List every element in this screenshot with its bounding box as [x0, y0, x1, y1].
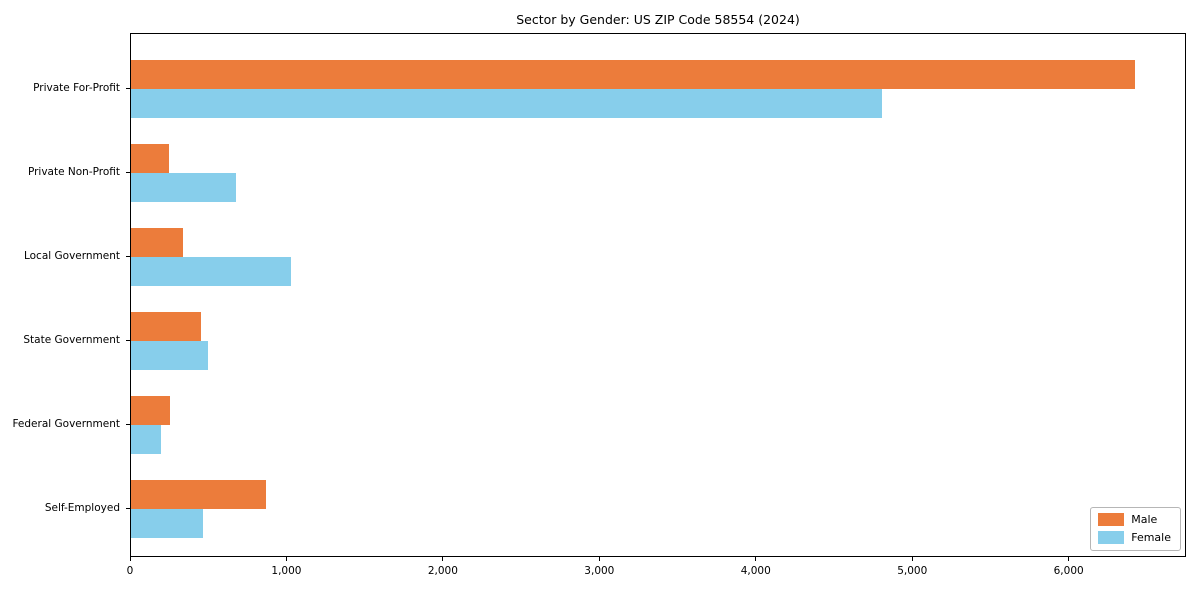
- legend: Male Female: [1090, 507, 1181, 551]
- x-tick-mark: [1068, 557, 1070, 561]
- x-tick-label: 4,000: [740, 565, 771, 577]
- bar-female: [131, 509, 203, 538]
- bar-female: [131, 425, 161, 454]
- y-tick-label: State Government: [23, 334, 120, 346]
- bar-male: [131, 228, 183, 257]
- legend-item-male: Male: [1098, 513, 1171, 526]
- x-tick-mark: [129, 557, 131, 561]
- x-tick-label: 0: [126, 565, 134, 577]
- x-tick-label: 1,000: [271, 565, 302, 577]
- legend-swatch-female: [1098, 531, 1125, 544]
- x-tick-label: 3,000: [584, 565, 615, 577]
- x-tick-mark: [442, 557, 444, 561]
- x-tick-label: 2,000: [427, 565, 458, 577]
- y-tick-mark: [126, 172, 130, 173]
- x-tick-label: 6,000: [1053, 565, 1084, 577]
- legend-label: Female: [1131, 531, 1171, 544]
- bar-female: [131, 173, 236, 202]
- bar-male: [131, 480, 266, 509]
- y-tick-label: Local Government: [23, 250, 120, 262]
- bar-female: [131, 257, 291, 286]
- y-tick-mark: [126, 340, 130, 341]
- y-tick-label: Private For-Profit: [33, 82, 120, 94]
- y-tick-mark: [126, 256, 130, 257]
- legend-swatch-male: [1098, 513, 1125, 526]
- chart-title: Sector by Gender: US ZIP Code 58554 (202…: [516, 12, 800, 27]
- y-tick-mark: [126, 88, 130, 89]
- legend-item-female: Female: [1098, 531, 1171, 544]
- legend-label: Male: [1131, 513, 1158, 526]
- x-tick-mark: [755, 557, 757, 561]
- x-tick-label: 5,000: [897, 565, 928, 577]
- bar-male: [131, 60, 1136, 89]
- y-tick-mark: [126, 508, 130, 509]
- bar-male: [131, 144, 170, 173]
- x-tick-mark: [598, 557, 600, 561]
- bar-female: [131, 341, 208, 370]
- x-tick-mark: [285, 557, 287, 561]
- y-tick-label: Self-Employed: [44, 502, 120, 514]
- y-tick-mark: [126, 424, 130, 425]
- plot-area: Male Female: [130, 33, 1186, 557]
- y-tick-label: Private Non-Profit: [27, 166, 120, 178]
- bar-female: [131, 89, 882, 118]
- bar-male: [131, 396, 171, 425]
- x-tick-mark: [911, 557, 913, 561]
- y-tick-label: Federal Government: [12, 418, 120, 430]
- bar-male: [131, 312, 202, 341]
